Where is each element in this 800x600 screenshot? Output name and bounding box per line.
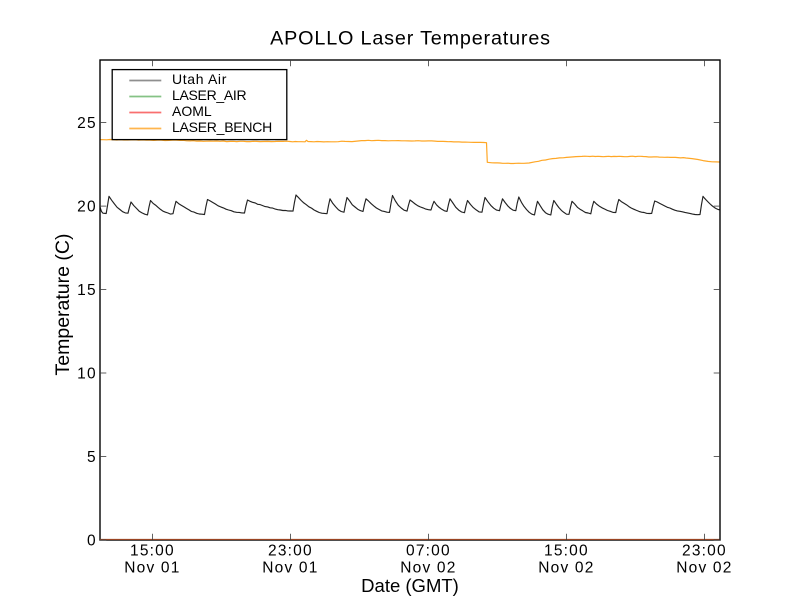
svg-text:07:00: 07:00 bbox=[406, 543, 451, 560]
svg-text:Utah Air: Utah Air bbox=[172, 71, 227, 87]
svg-text:20: 20 bbox=[77, 198, 97, 215]
svg-text:25: 25 bbox=[77, 115, 97, 132]
svg-text:APOLLO Laser Temperatures: APOLLO Laser Temperatures bbox=[270, 28, 551, 50]
svg-text:15:00: 15:00 bbox=[130, 543, 175, 560]
svg-text:5: 5 bbox=[87, 449, 97, 466]
svg-text:23:00: 23:00 bbox=[268, 543, 313, 560]
svg-text:10: 10 bbox=[77, 365, 97, 382]
svg-text:Nov 02: Nov 02 bbox=[676, 560, 732, 577]
svg-text:Nov 02: Nov 02 bbox=[538, 560, 594, 577]
svg-text:Temperature (C): Temperature (C) bbox=[52, 234, 74, 376]
svg-text:Date (GMT): Date (GMT) bbox=[361, 575, 459, 596]
svg-text:LASER_AIR: LASER_AIR bbox=[172, 87, 247, 103]
svg-text:15:00: 15:00 bbox=[544, 543, 589, 560]
svg-text:AOML: AOML bbox=[172, 103, 212, 119]
svg-text:Nov 02: Nov 02 bbox=[400, 560, 456, 577]
svg-text:23:00: 23:00 bbox=[682, 543, 727, 560]
svg-text:Nov 01: Nov 01 bbox=[124, 560, 180, 577]
svg-text:0: 0 bbox=[87, 532, 97, 549]
svg-text:Nov 01: Nov 01 bbox=[262, 560, 318, 577]
svg-text:15: 15 bbox=[77, 282, 97, 299]
svg-text:LASER_BENCH: LASER_BENCH bbox=[172, 119, 272, 135]
